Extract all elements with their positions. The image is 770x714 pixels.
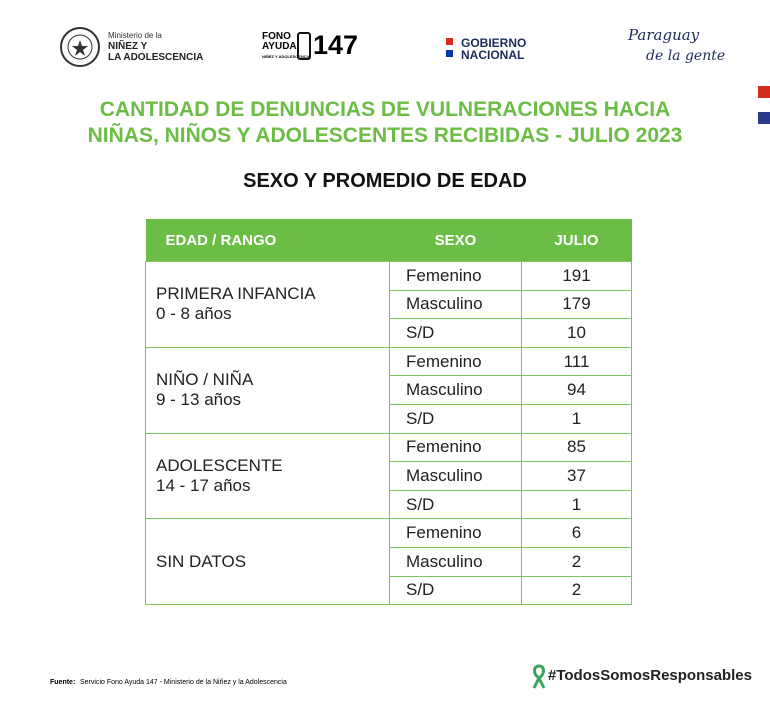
column-header: JULIO (521, 219, 632, 262)
julio-cell: 10 (521, 318, 632, 348)
table-row: PRIMERA INFANCIA 0 - 8 años Femenino 191 (145, 261, 632, 348)
column-header: EDAD / RANGO (145, 219, 390, 262)
table-row: S/D 1 (146, 489, 632, 520)
data-table: EDAD / RANGO SEXO JULIO PRIMERA INFANCIA… (145, 219, 632, 606)
fono-small: NIÑEZ Y ADOLESCENCIA (262, 54, 311, 59)
table-row: SIN DATOS Femenino 6 (145, 518, 632, 606)
julio-cell: 6 (521, 518, 632, 548)
group-cell: ADOLESCENTE 14 - 17 años (145, 432, 390, 520)
fono-line1: FONO (262, 31, 291, 42)
table-row: S/D 10 (146, 318, 632, 348)
flag-blue (758, 112, 770, 124)
column-header: SEXO (389, 219, 522, 262)
source: Servicio Fono Ayuda 147 - Ministerio de … (80, 679, 287, 686)
header-row: EDAD / RANGO SEXO JULIO (145, 219, 632, 262)
ministry-name: NIÑEZ Y LA ADOLESCENCIA (108, 41, 204, 63)
group-label: ADOLESCENTE (156, 455, 283, 475)
flag-red (758, 86, 770, 98)
julio-cell: 2 (521, 575, 632, 606)
julio-cell: 1 (521, 489, 632, 520)
sexo-cell: S/D (389, 489, 522, 520)
subtitle: SEXO Y PROMEDIO DE EDAD (243, 170, 527, 192)
flag-icon (446, 38, 453, 57)
julio-cell: 94 (521, 375, 632, 405)
seal-icon (60, 27, 100, 67)
sexo-cell: Masculino (389, 461, 522, 491)
julio-cell: 2 (521, 546, 632, 577)
fono-line2: AYUDA (262, 41, 297, 52)
group-cell: PRIMERA INFANCIA 0 - 8 años (145, 261, 390, 348)
group-range: 9 - 13 años (156, 390, 242, 410)
julio-cell: 85 (521, 432, 632, 463)
group-label: NIÑO / NIÑA (156, 370, 254, 390)
group-range: 14 - 17 años (156, 475, 251, 495)
group-range: 0 - 8 años (156, 304, 232, 324)
table-row: ADOLESCENTE 14 - 17 años Femenino 85 (145, 432, 632, 520)
sexo-cell: Masculino (389, 375, 522, 405)
table-row: Masculino 94 (146, 375, 632, 405)
sexo-cell: Femenino (389, 432, 522, 463)
paraguay-line1: Paraguay (628, 26, 700, 44)
gobierno-line1: GOBIERNO (461, 36, 527, 50)
julio-cell: 191 (521, 261, 632, 291)
source-label: Fuente: (50, 679, 76, 686)
gobierno-line2: NACIONAL (461, 48, 525, 62)
ribbon-icon (532, 664, 546, 689)
fono-number: 147 (313, 30, 359, 60)
julio-cell: 111 (521, 346, 632, 377)
group-cell: NIÑO / NIÑA 9 - 13 años (145, 346, 390, 434)
title-line: NIÑAS, NIÑOS Y ADOLESCENTES RECIBIDAS - … (87, 124, 683, 147)
julio-cell: 1 (521, 403, 632, 434)
hashtag: #TodosSomosResponsables (548, 667, 752, 684)
sexo-cell: Femenino (389, 346, 522, 377)
sexo-cell: Femenino (389, 518, 522, 548)
sexo-cell: Femenino (389, 261, 522, 291)
group-cell: SIN DATOS (145, 518, 390, 606)
julio-cell: 37 (521, 461, 632, 491)
phone-icon (297, 32, 311, 60)
title-line: CANTIDAD DE DENUNCIAS DE VULNERACIONES H… (99, 98, 671, 121)
sexo-cell: S/D (389, 575, 522, 606)
sexo-cell: S/D (389, 318, 522, 348)
sexo-cell: Masculino (389, 289, 522, 320)
table-row: S/D 1 (146, 403, 632, 434)
paraguay-line2: de la gente (646, 48, 726, 64)
ministry-small: Ministerio de la (108, 31, 162, 40)
julio-cell: 179 (521, 289, 632, 320)
sexo-cell: S/D (389, 403, 522, 434)
sexo-cell: Masculino (389, 546, 522, 577)
group-label: PRIMERA INFANCIA (156, 284, 316, 304)
group-label: SIN DATOS (156, 551, 247, 571)
table-row: S/D 2 (146, 575, 632, 606)
table-row: NIÑO / NIÑA 9 - 13 años Femenino 111 (145, 346, 632, 434)
